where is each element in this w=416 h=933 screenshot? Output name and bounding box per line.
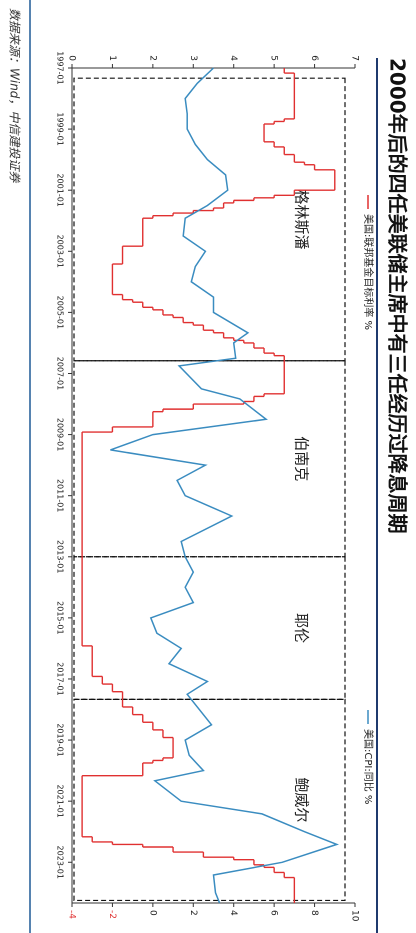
period-box (73, 556, 346, 700)
x-tick-label: 2003-01 (56, 235, 65, 268)
x-tick-label: 2011-01 (56, 479, 65, 512)
x-tick-label: 2005-01 (56, 296, 65, 329)
y-tick-label: 5 (269, 55, 279, 61)
period-box (73, 698, 346, 902)
period-label: 耶伦 (293, 613, 311, 643)
y2-tick-label: 10 (350, 910, 360, 922)
x-tick-label: 2001-01 (56, 173, 65, 206)
legend-label: 美国:CPI:同比 % (362, 729, 375, 804)
y-tick-label: 4 (228, 55, 238, 61)
period-box (73, 77, 346, 362)
y-tick-label: 7 (350, 55, 360, 61)
y-tick-label: 6 (309, 55, 319, 61)
source-note: 数据来源：Wind，中信建投证券 (8, 8, 22, 183)
series-line (110, 67, 340, 904)
y2-tick-label: 0 (147, 910, 157, 916)
x-tick-label: 2009-01 (56, 418, 65, 451)
x-tick-label: 2021-01 (56, 784, 65, 817)
x-tick-label: 2023-01 (56, 846, 65, 879)
x-tick-label: 2015-01 (56, 601, 65, 634)
x-tick-label: 2019-01 (56, 723, 65, 756)
y-tick-label: 3 (188, 55, 198, 61)
y2-tick-label: 4 (228, 910, 238, 916)
y-tick-label: 0 (67, 55, 77, 61)
period-label: 格林斯潘 (293, 189, 311, 249)
y-tick-label: 1 (107, 55, 117, 61)
y2-tick-label: 2 (188, 910, 198, 916)
y-tick-label: 2 (147, 55, 157, 61)
period-label: 伯南克 (293, 436, 311, 481)
y2-tick-label: -4 (67, 910, 77, 919)
period-label: 鲍威尔 (293, 777, 311, 822)
x-tick-label: 2017-01 (56, 662, 65, 695)
x-tick-label: 1999-01 (56, 112, 65, 145)
rotated-chart: 2000年后的四任美联储主席中有三任经历过降息周期 数据来源：Wind，中信建投… (8, 0, 410, 933)
x-tick-label: 1997-01 (56, 51, 65, 84)
y2-tick-label: 6 (269, 910, 279, 916)
chart-title: 2000年后的四任美联储主席中有三任经历过降息周期 (386, 58, 410, 534)
x-tick-label: 2013-01 (56, 540, 65, 573)
y2-tick-label: 8 (309, 910, 319, 916)
x-tick-label: 2007-01 (56, 357, 65, 390)
legend-label: 美国:联邦基金目标利率 % (362, 214, 375, 330)
y2-tick-label: -2 (107, 910, 117, 919)
